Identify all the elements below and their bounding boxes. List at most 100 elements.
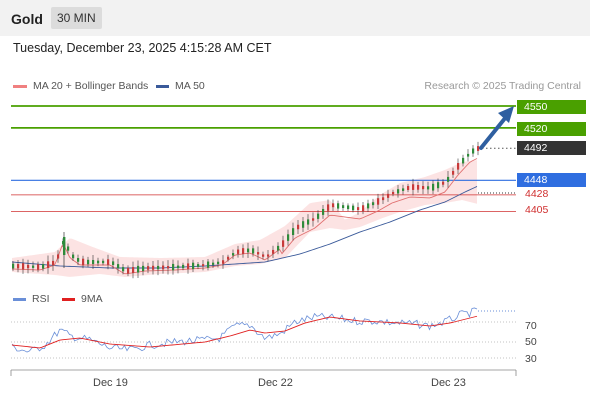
trend-arrow-shaft [479, 115, 508, 150]
candle-body [127, 267, 130, 274]
candle-body [307, 219, 310, 225]
instrument-title: Gold [11, 11, 43, 27]
candle-body [277, 245, 280, 251]
candle-body [262, 254, 265, 257]
candle-body [272, 249, 275, 254]
candle-body [37, 264, 40, 270]
candle-body [242, 248, 245, 254]
candle-body [197, 264, 200, 267]
candle-body [157, 265, 160, 270]
rsi-9ma-line [11, 315, 478, 349]
rsi-tick-70: 70 [525, 320, 537, 332]
9ma-swatch [62, 297, 75, 301]
candle-body [247, 248, 250, 253]
candle-body [302, 221, 305, 228]
candle-body [202, 264, 205, 267]
candle-body [177, 265, 180, 269]
rsi-tick-50: 50 [525, 336, 537, 348]
x-tick-dec22: Dec 22 [258, 377, 293, 389]
x-tick-dec19: Dec 19 [93, 377, 128, 389]
candle-body [472, 148, 475, 154]
candle-body [52, 260, 55, 266]
candle-body [232, 253, 235, 256]
candle-body [387, 193, 390, 198]
legend-ma20: MA 20 + Bollinger Bands [13, 80, 148, 92]
candle-body [452, 170, 455, 175]
candle-body [77, 258, 80, 262]
candle-body [447, 176, 450, 182]
candle-body [57, 254, 60, 259]
candle-body [337, 203, 340, 209]
rsi-line [11, 307, 478, 353]
candle-body [292, 228, 295, 236]
candle-body [407, 186, 410, 190]
candle-body [352, 205, 355, 211]
candle-body [437, 182, 440, 189]
candle-body [92, 259, 95, 265]
ma50-swatch [156, 84, 169, 88]
candle-body [22, 263, 25, 270]
legend-rsi-label: RSI [32, 293, 50, 305]
candle-body [427, 186, 430, 190]
candle-body [187, 263, 190, 269]
candle-body [332, 203, 335, 208]
candle-body [357, 207, 360, 211]
candle-body [372, 202, 375, 206]
candle-body [182, 264, 185, 269]
candle-body [122, 267, 125, 272]
candle-body [477, 146, 480, 151]
candle-body [287, 234, 290, 241]
candle-body [132, 267, 135, 273]
candle-body [142, 265, 145, 272]
candle-body [162, 265, 165, 270]
candle-body [97, 260, 100, 264]
candle-body [317, 213, 320, 219]
candle-body [457, 163, 460, 170]
ma50-line [11, 186, 478, 269]
candle-body [152, 265, 155, 270]
bollinger-band-area [12, 160, 477, 277]
candle-body [257, 252, 260, 255]
candle-body [282, 240, 285, 247]
candle-body [147, 266, 150, 270]
candle-body [42, 264, 45, 269]
timeframe-badge[interactable]: 30 MIN [51, 7, 102, 29]
candle-body [252, 248, 255, 254]
x-tick-dec23: Dec 23 [431, 377, 466, 389]
candle-body [227, 256, 230, 260]
candle-body [312, 218, 315, 221]
legend-ma50: MA 50 [156, 80, 205, 92]
candle-body [297, 224, 300, 230]
rsi-tick-30: 30 [525, 353, 537, 365]
credit-text: Research © 2025 Trading Central [424, 80, 581, 92]
legend-rsi: RSI [13, 293, 50, 305]
candle-body [222, 260, 225, 264]
candle-body [362, 205, 365, 211]
level-label-4428: 4428 [525, 188, 549, 200]
candle-body [117, 264, 120, 269]
candle-body [462, 157, 465, 164]
candle-body [137, 265, 140, 273]
level-label-4448: 4448 [517, 173, 586, 187]
candle-body [397, 189, 400, 194]
candle-body [172, 263, 175, 271]
candle-body [392, 191, 395, 195]
candle-body [192, 262, 195, 270]
candle-body [267, 254, 270, 257]
legend-ma50-label: MA 50 [175, 80, 205, 92]
candle-body [212, 262, 215, 265]
trend-arrow-head [498, 106, 514, 123]
timestamp: Tuesday, December 23, 2025 4:15:28 AM CE… [13, 41, 272, 55]
candle-body [442, 181, 445, 185]
candle-body [32, 265, 35, 268]
candle-body [467, 153, 470, 157]
level-label-4550: 4550 [517, 100, 586, 114]
candle-body [342, 205, 345, 209]
candle-body [72, 254, 75, 259]
candle-body [412, 184, 415, 190]
candle-body [237, 249, 240, 254]
candle-body [322, 208, 325, 215]
rsi-swatch [13, 297, 26, 301]
candle-body [347, 205, 350, 210]
